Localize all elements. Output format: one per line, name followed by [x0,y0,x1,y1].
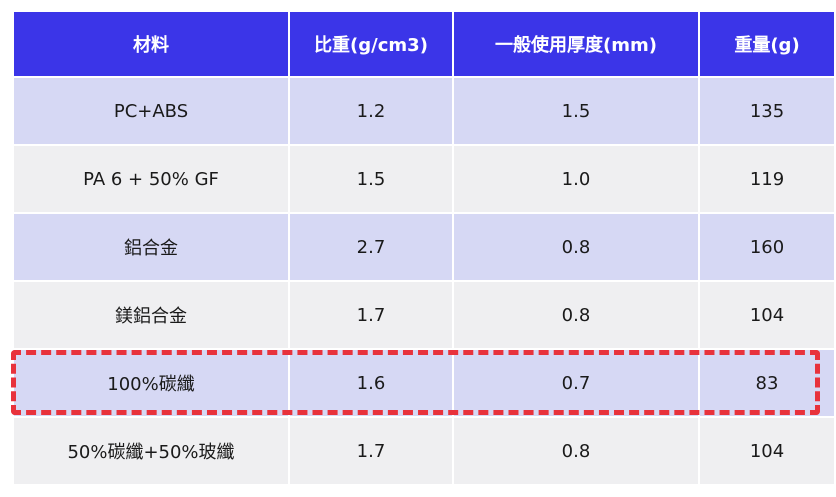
table-row: PA 6 + 50% GF 1.5 1.0 119 [12,144,836,214]
cell-density: 1.7 [288,280,454,350]
cell-weight: 119 [698,144,836,214]
cell-thickness: 0.8 [452,280,700,350]
cell-material: PC+ABS [12,76,290,146]
cell-density: 1.5 [288,144,454,214]
cell-weight: 135 [698,76,836,146]
column-header-material: 材料 [12,10,290,78]
cell-material: 100%碳纖 [12,348,290,418]
table-row: PC+ABS 1.2 1.5 135 [12,76,836,146]
cell-material: PA 6 + 50% GF [12,144,290,214]
cell-thickness: 1.5 [452,76,700,146]
column-header-density: 比重(g/cm3) [288,10,454,78]
cell-density: 2.7 [288,212,454,282]
cell-density: 1.2 [288,76,454,146]
cell-material: 鎂鋁合金 [12,280,290,350]
cell-thickness: 1.0 [452,144,700,214]
cell-density: 1.6 [288,348,454,418]
cell-thickness: 0.7 [452,348,700,418]
cell-density: 1.7 [288,416,454,486]
cell-weight: 104 [698,416,836,486]
cell-weight: 160 [698,212,836,282]
cell-material: 鋁合金 [12,212,290,282]
table-row: 鎂鋁合金 1.7 0.8 104 [12,280,836,350]
column-header-thickness: 一般使用厚度(mm) [452,10,700,78]
table-row: 鋁合金 2.7 0.8 160 [12,212,836,282]
cell-thickness: 0.8 [452,416,700,486]
header-row: 材料 比重(g/cm3) 一般使用厚度(mm) 重量(g) [12,10,836,78]
cell-material: 50%碳纖+50%玻纖 [12,416,290,486]
table-row-highlighted: 100%碳纖 1.6 0.7 83 [12,348,836,418]
cell-weight: 83 [698,348,836,418]
column-header-weight: 重量(g) [698,10,836,78]
cell-weight: 104 [698,280,836,350]
cell-thickness: 0.8 [452,212,700,282]
table-row: 50%碳纖+50%玻纖 1.7 0.8 104 [12,416,836,486]
material-weight-table: 材料 比重(g/cm3) 一般使用厚度(mm) 重量(g) PC+ABS 1.2… [12,10,836,486]
